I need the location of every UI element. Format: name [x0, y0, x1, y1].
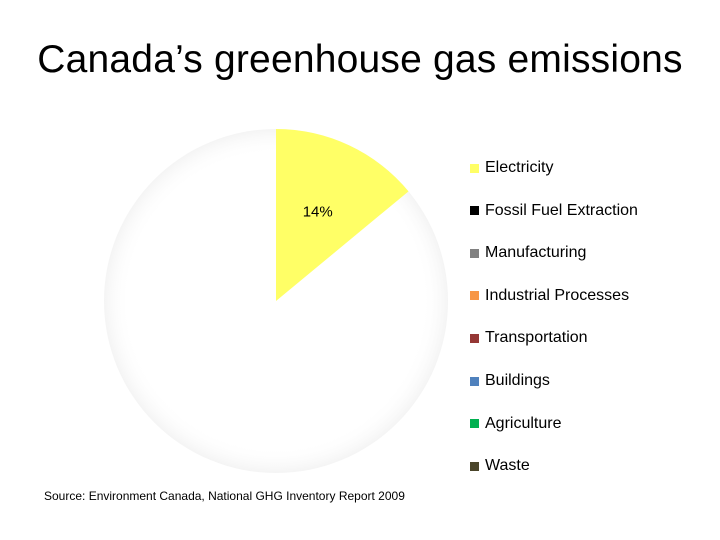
legend-item-manufacturing: Manufacturing — [470, 243, 586, 263]
pie-data-label-electricity: 14% — [303, 203, 333, 220]
source-note: Source: Environment Canada, National GHG… — [44, 489, 405, 503]
legend-item-agriculture: Agriculture — [470, 414, 561, 434]
legend-swatch — [470, 248, 479, 258]
legend-label: Electricity — [485, 159, 554, 176]
legend-swatch — [470, 163, 479, 173]
legend-item-electricity: Electricity — [470, 158, 553, 178]
legend-swatch — [470, 419, 479, 429]
legend-swatch — [470, 461, 479, 471]
pie-slices — [276, 129, 409, 301]
legend-item-transportation: Transportation — [470, 328, 588, 348]
legend-label: Transportation — [485, 329, 588, 347]
legend-item-industrial-processes: Industrial Processes — [470, 286, 629, 306]
legend-label: Industrial Processes — [485, 286, 630, 304]
legend-item-fossil-fuel-extraction: Fossil Fuel Extraction — [470, 201, 638, 221]
legend-swatch — [470, 206, 479, 216]
pie-data-labels: 14% — [303, 203, 333, 220]
slide-title: Canada’s greenhouse gas emissions — [37, 38, 683, 81]
legend-label: Waste — [485, 457, 530, 475]
legend-swatch — [470, 291, 479, 301]
legend-swatch — [470, 333, 479, 343]
legend-swatch — [470, 376, 479, 386]
legend-item-buildings: Buildings — [470, 371, 550, 391]
legend-label: Fossil Fuel Extraction — [485, 201, 638, 219]
legend-label: Agriculture — [485, 414, 562, 432]
pie-slice-electricity — [276, 129, 409, 301]
legend-label: Buildings — [485, 372, 550, 389]
legend-label: Manufacturing — [485, 244, 587, 262]
legend-item-waste: Waste — [470, 456, 530, 476]
